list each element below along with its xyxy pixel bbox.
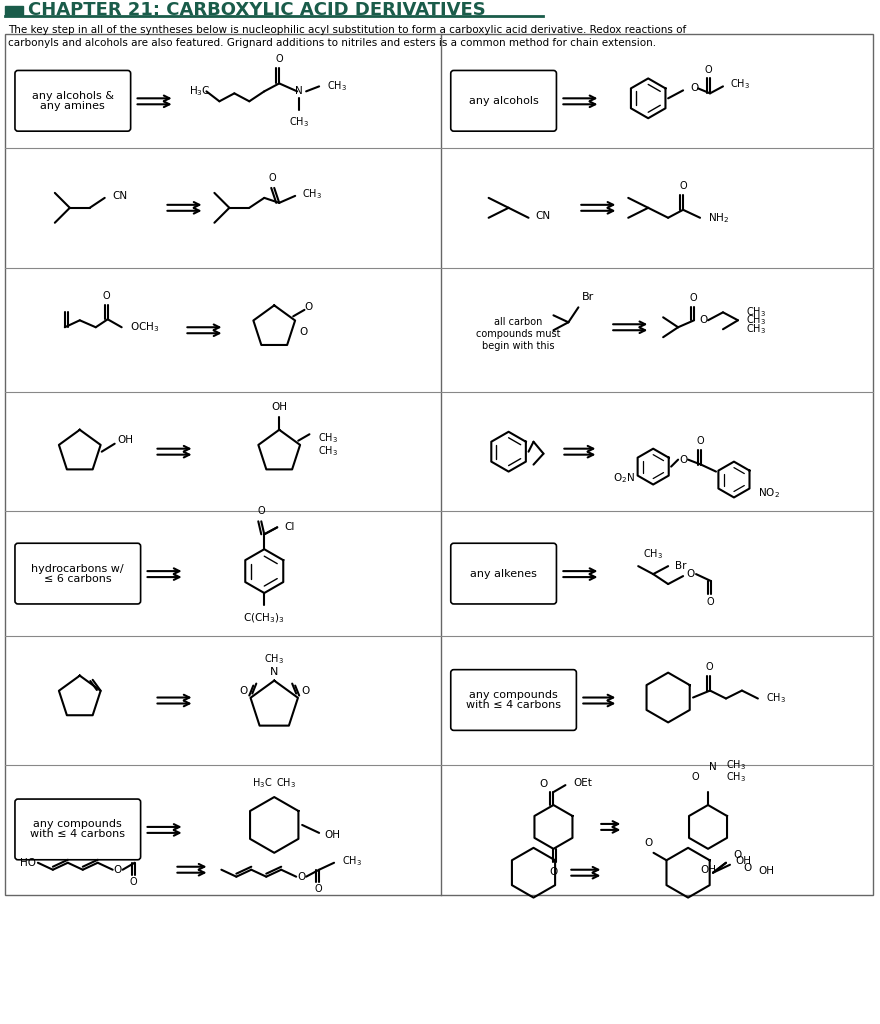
Text: Br: Br	[583, 293, 595, 302]
Text: $\mathregular{NH_2}$: $\mathregular{NH_2}$	[708, 211, 730, 224]
Text: O: O	[549, 866, 558, 877]
Text: $\mathregular{CH_3}$: $\mathregular{CH_3}$	[766, 691, 786, 706]
Text: OH: OH	[324, 829, 340, 840]
Text: any compounds: any compounds	[469, 690, 558, 700]
Text: O: O	[679, 181, 687, 190]
Text: $\mathregular{CH_3}$: $\mathregular{CH_3}$	[290, 116, 309, 129]
Text: $\mathregular{CH_3}$: $\mathregular{CH_3}$	[746, 323, 766, 336]
Text: O: O	[705, 662, 713, 672]
Text: O: O	[114, 864, 121, 874]
Text: all carbon: all carbon	[495, 317, 543, 328]
Text: O: O	[297, 871, 305, 882]
Text: $\mathregular{CH_3}$: $\mathregular{CH_3}$	[726, 770, 746, 784]
Text: O: O	[130, 877, 137, 887]
Text: OEt: OEt	[574, 778, 592, 788]
Text: The key step in all of the syntheses below is nucleophilic acyl substitution to : The key step in all of the syntheses bel…	[8, 25, 686, 48]
Text: $\mathregular{O}$: $\mathregular{O}$	[692, 770, 700, 782]
Text: $\mathregular{H_3C \;\; CH_3}$: $\mathregular{H_3C \;\; CH_3}$	[253, 776, 297, 791]
Text: O: O	[275, 54, 283, 65]
Text: CHAPTER 21: CARBOXYLIC ACID DERIVATIVES: CHAPTER 21: CARBOXYLIC ACID DERIVATIVES	[28, 1, 486, 19]
Text: Cl: Cl	[284, 522, 295, 532]
Text: hydrocarbons w/: hydrocarbons w/	[32, 563, 124, 573]
Text: O: O	[696, 435, 704, 445]
Text: $\mathregular{CH_3}$: $\mathregular{CH_3}$	[302, 187, 322, 201]
Text: O: O	[103, 292, 111, 301]
Text: any alcohols: any alcohols	[469, 96, 539, 105]
Text: any amines: any amines	[40, 100, 106, 111]
FancyBboxPatch shape	[451, 544, 556, 604]
FancyBboxPatch shape	[15, 544, 141, 604]
Text: OH: OH	[735, 856, 751, 865]
Text: with ≤ 4 carbons: with ≤ 4 carbons	[466, 700, 561, 710]
Text: O: O	[686, 569, 694, 580]
Text: O: O	[689, 293, 697, 303]
Text: ≤ 6 carbons: ≤ 6 carbons	[44, 573, 112, 584]
Text: CN: CN	[536, 211, 551, 221]
Text: Br: Br	[675, 561, 686, 571]
Text: O: O	[734, 850, 742, 860]
Text: O: O	[679, 455, 687, 465]
Text: O: O	[539, 779, 547, 790]
Text: any alcohols &: any alcohols &	[32, 91, 114, 100]
Text: with ≤ 4 carbons: with ≤ 4 carbons	[30, 829, 125, 840]
Text: $\mathregular{CH_3}$: $\mathregular{CH_3}$	[746, 313, 766, 328]
Text: O: O	[304, 302, 313, 312]
Text: CN: CN	[113, 190, 128, 201]
Text: OH: OH	[118, 435, 134, 444]
Text: O: O	[707, 597, 714, 607]
Text: OH: OH	[700, 864, 716, 874]
Text: N: N	[270, 667, 278, 677]
Text: N: N	[296, 86, 303, 96]
Text: O: O	[299, 328, 307, 337]
Text: $\mathregular{CH_3}$: $\mathregular{CH_3}$	[319, 431, 338, 444]
Text: $\mathregular{CH_3}$: $\mathregular{CH_3}$	[730, 78, 750, 91]
Text: $\mathregular{H_3C}$: $\mathregular{H_3C}$	[189, 84, 211, 98]
Text: $\mathregular{CH_3}$: $\mathregular{CH_3}$	[726, 759, 746, 772]
FancyBboxPatch shape	[15, 71, 130, 131]
Text: HO: HO	[20, 858, 36, 867]
Text: N: N	[709, 762, 717, 772]
Text: $\mathregular{NO_2}$: $\mathregular{NO_2}$	[758, 486, 780, 501]
Text: any alkenes: any alkenes	[470, 568, 537, 579]
FancyBboxPatch shape	[451, 670, 576, 730]
Text: O: O	[314, 884, 322, 894]
Text: begin with this: begin with this	[482, 341, 554, 351]
Text: OH: OH	[758, 865, 774, 876]
Text: O: O	[644, 838, 653, 848]
Text: O: O	[301, 685, 310, 695]
FancyBboxPatch shape	[451, 71, 556, 131]
Text: compounds must: compounds must	[476, 330, 561, 339]
Text: OH: OH	[271, 401, 287, 412]
Text: O: O	[744, 863, 752, 872]
Text: $\mathregular{CH_3}$: $\mathregular{CH_3}$	[264, 652, 284, 666]
Text: any compounds: any compounds	[33, 819, 122, 829]
Text: O: O	[268, 173, 276, 183]
Text: O: O	[699, 315, 708, 326]
Text: O: O	[258, 507, 265, 516]
Text: $\mathregular{OCH_3}$: $\mathregular{OCH_3}$	[129, 321, 159, 334]
Text: $\mathregular{CH_3}$: $\mathregular{CH_3}$	[319, 443, 338, 458]
Text: $\mathregular{CH_3}$: $\mathregular{CH_3}$	[643, 548, 664, 561]
Text: $\mathregular{CH_3}$: $\mathregular{CH_3}$	[327, 80, 347, 93]
Text: O: O	[704, 66, 712, 76]
Bar	[5, 6, 23, 14]
Text: $\mathregular{CH_3}$: $\mathregular{CH_3}$	[746, 305, 766, 319]
Text: O: O	[690, 83, 698, 93]
Text: O: O	[239, 685, 247, 695]
FancyBboxPatch shape	[15, 799, 141, 860]
Text: $\mathregular{O_2N}$: $\mathregular{O_2N}$	[613, 472, 635, 485]
Bar	[5, 34, 873, 895]
Text: $\mathregular{C(CH_3)_3}$: $\mathregular{C(CH_3)_3}$	[244, 611, 285, 625]
Text: $\mathregular{CH_3}$: $\mathregular{CH_3}$	[342, 854, 362, 867]
